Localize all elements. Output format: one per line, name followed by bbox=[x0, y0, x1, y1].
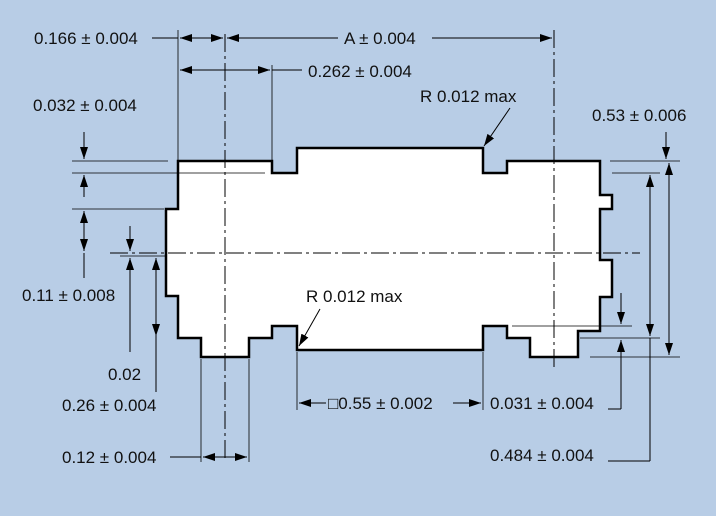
radius-leader-top bbox=[483, 107, 511, 147]
label-011: 0.11 ± 0.008 bbox=[22, 286, 115, 305]
label-0166: 0.166 ± 0.004 bbox=[34, 29, 138, 48]
label-0031: 0.031 ± 0.004 bbox=[490, 394, 594, 413]
label-053: 0.53 ± 0.006 bbox=[592, 106, 686, 125]
label-0262: 0.262 ± 0.004 bbox=[308, 62, 412, 81]
label-0484: 0.484 ± 0.004 bbox=[490, 446, 594, 465]
label-055: □0.55 ± 0.002 bbox=[328, 394, 433, 413]
label-026: 0.26 ± 0.004 bbox=[62, 396, 156, 415]
label-0032: 0.032 ± 0.004 bbox=[33, 96, 137, 115]
label-A: A ± 0.004 bbox=[344, 29, 416, 48]
label-012: 0.12 ± 0.004 bbox=[62, 448, 156, 467]
label-002: 0.02 bbox=[108, 365, 141, 384]
label-radius-bottom: R 0.012 max bbox=[306, 287, 403, 306]
label-radius-top: R 0.012 max bbox=[420, 87, 517, 106]
radius-leader-bottom bbox=[298, 308, 321, 347]
